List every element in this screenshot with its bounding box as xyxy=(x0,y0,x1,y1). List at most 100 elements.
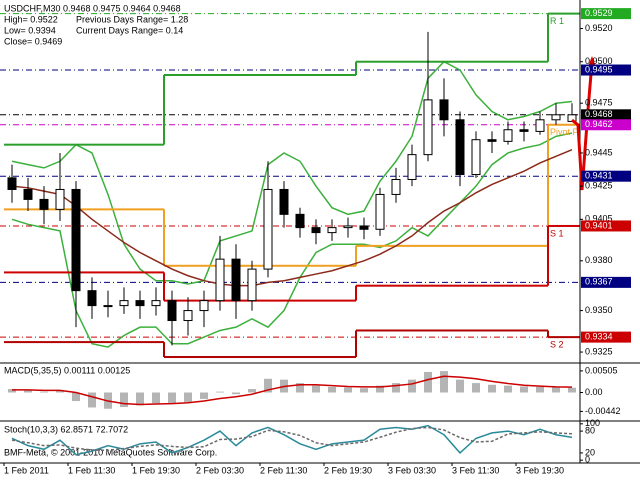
macd-bar xyxy=(24,389,32,393)
macd-bar xyxy=(296,383,304,393)
y-tick-label: 0 xyxy=(585,455,590,465)
y-tick-label: 0.9325 xyxy=(585,346,613,356)
header: USDCHF,M30 0.9468 0.9475 0.9464 0.9468 H… xyxy=(4,3,188,46)
y-tick-label: 0.9380 xyxy=(585,255,613,265)
candle-body xyxy=(215,258,225,302)
price-label: 0.9468 xyxy=(585,109,613,119)
candle-body xyxy=(199,300,209,312)
y-tick-label: 0.9520 xyxy=(585,23,613,33)
macd-bar xyxy=(344,387,352,393)
candle-body xyxy=(39,198,49,210)
x-tick-label: 3 Feb 11:30 xyxy=(452,465,499,475)
macd-bar xyxy=(568,387,576,393)
macd-bar xyxy=(8,389,16,393)
candle-body xyxy=(263,188,273,270)
candle-body xyxy=(119,300,129,307)
macd-signal xyxy=(12,375,573,406)
macd-bar xyxy=(408,379,416,393)
level-label: R 1 xyxy=(550,16,564,26)
macd-bar xyxy=(376,385,384,393)
candle-body xyxy=(167,300,177,322)
candle-body xyxy=(455,119,465,176)
macd-bar xyxy=(152,392,160,404)
macd-bar xyxy=(440,371,448,393)
copyright: BMF-Meta, © 2001-2010 MetaQuotes Softwar… xyxy=(4,447,217,457)
band xyxy=(11,132,573,348)
y-tick-label: -0.00442 xyxy=(585,406,621,416)
x-tick-label: 1 Feb 19:30 xyxy=(132,465,180,475)
price-label-box xyxy=(581,331,631,343)
price-pane: R 1 Pivot Point S 1 S 2 xyxy=(0,12,594,359)
macd-bar xyxy=(392,383,400,393)
prev-range: Previous Days Range= 1.28 xyxy=(76,14,188,24)
candle-body xyxy=(295,213,305,229)
candle-body xyxy=(103,305,113,308)
level-label: Pivot Point xyxy=(550,127,594,137)
price-label: 0.9334 xyxy=(585,331,613,341)
macd-bar xyxy=(168,392,176,404)
level-label: S 1 xyxy=(550,228,564,238)
price-label: 0.9401 xyxy=(585,220,613,230)
stoch-main xyxy=(11,424,573,456)
price-label-box xyxy=(581,220,631,232)
close: Close= 0.9469 xyxy=(4,36,62,46)
price-label: 0.9495 xyxy=(585,64,613,74)
candle-body xyxy=(391,179,401,195)
macd-bar xyxy=(520,386,528,393)
macd-bar xyxy=(312,385,320,393)
macd-bar xyxy=(424,371,432,393)
macd-bar xyxy=(456,379,464,393)
candle-body xyxy=(87,290,97,307)
price-label-box xyxy=(581,170,631,182)
macd-bar xyxy=(232,392,240,395)
candle-body xyxy=(183,310,193,322)
y-tick-label: 0.00505 xyxy=(585,365,618,375)
macd-bar xyxy=(56,390,64,393)
forecast-arrow xyxy=(571,61,594,191)
candle-body xyxy=(327,227,337,234)
high: High= 0.9522 xyxy=(4,14,58,24)
macd-bar xyxy=(264,378,272,393)
candle-body xyxy=(471,139,481,176)
candle-body xyxy=(439,99,449,121)
y-tick-label: 0.9425 xyxy=(585,181,613,191)
y-tick-label: 0.9500 xyxy=(585,56,613,66)
candle-body xyxy=(375,193,385,230)
candle-body xyxy=(503,129,513,142)
candle-body xyxy=(23,188,33,200)
macd-bar xyxy=(200,392,208,399)
macd-bar xyxy=(248,389,256,393)
y-tick-label: 0.9445 xyxy=(585,147,613,157)
y-tick-label: 80 xyxy=(585,425,595,435)
candle-body xyxy=(311,227,321,234)
candle-body xyxy=(247,268,257,302)
y-tick-label: 20 xyxy=(585,447,595,457)
x-tick-label: 1 Feb 11:30 xyxy=(68,465,115,475)
x-tick-label: 2 Feb 03:30 xyxy=(196,465,244,475)
x-tick-label: 2 Feb 11:30 xyxy=(260,465,307,475)
macd-title: MACD(5,35,5) 0.00111 0.00125 xyxy=(4,365,130,375)
y-tick-label: 0.9475 xyxy=(585,98,613,108)
macd-bar xyxy=(120,392,128,408)
macd-bar xyxy=(88,392,96,408)
y-tick-label: 0.9405 xyxy=(585,214,613,224)
low: Low= 0.9394 xyxy=(4,25,56,35)
candle-body xyxy=(135,300,145,307)
moving-average xyxy=(11,148,573,287)
macd-bar xyxy=(504,385,512,393)
candle-body xyxy=(551,114,561,121)
price-label-box xyxy=(581,8,631,20)
candle-body xyxy=(519,129,529,132)
y-tick-label: 100 xyxy=(585,418,600,428)
macd-bar xyxy=(184,392,192,402)
candle-body xyxy=(535,119,545,132)
price-label-box xyxy=(581,119,631,131)
price-label: 0.9367 xyxy=(585,277,613,287)
x-tick-label: 2 Feb 19:30 xyxy=(324,465,372,475)
candle-body xyxy=(7,177,17,190)
candle-body xyxy=(407,154,417,181)
macd-bar xyxy=(360,388,368,393)
macd-bar xyxy=(72,392,80,402)
candle-body xyxy=(359,225,369,230)
price-label: 0.9431 xyxy=(585,171,613,181)
